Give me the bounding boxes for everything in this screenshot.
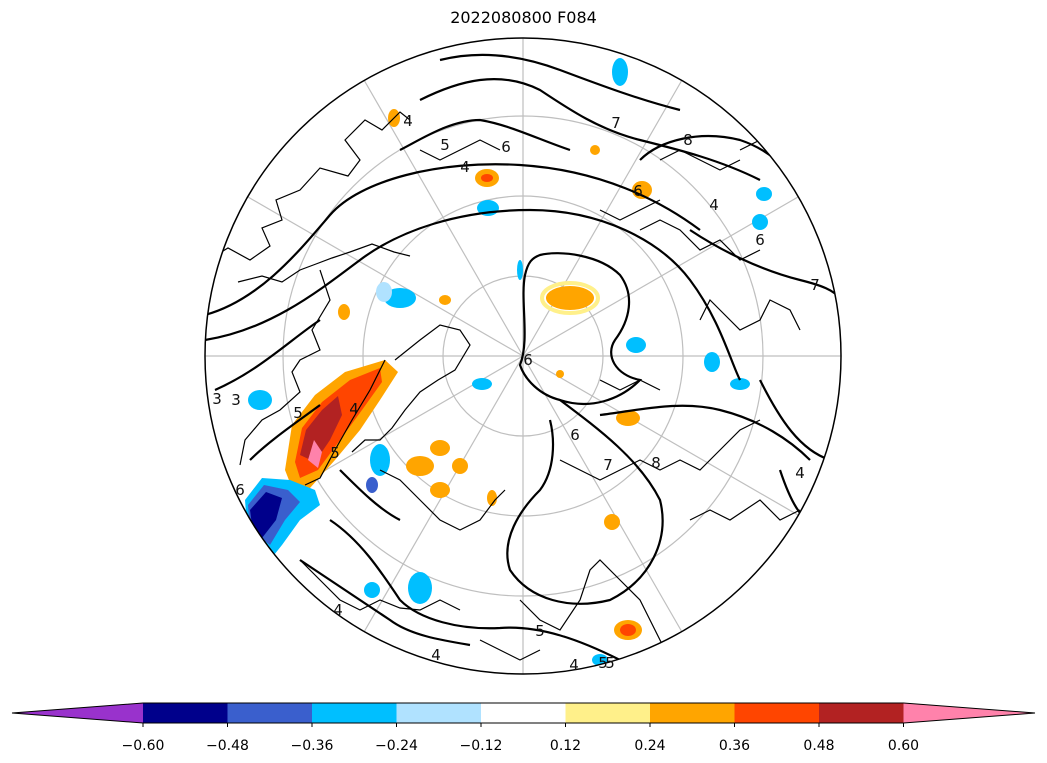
colorbar-tick-label: −0.12 xyxy=(460,738,503,754)
contour-label: 5 xyxy=(293,404,303,422)
colorbar-tick-label: 0.60 xyxy=(888,738,919,754)
contour-label: 5 xyxy=(598,654,608,672)
contour-label: 4 xyxy=(333,601,343,619)
contour-label: 6 xyxy=(235,481,245,499)
contours xyxy=(205,53,841,661)
colorbar-extend-min xyxy=(12,703,143,723)
colorbar-tick-label: 0.36 xyxy=(719,738,750,754)
contour-label: 4 xyxy=(349,400,359,418)
contour-label: 8 xyxy=(651,454,661,472)
colorbar-segment xyxy=(312,703,397,723)
contour-label: 8 xyxy=(683,131,693,149)
map-boundary xyxy=(204,37,842,675)
contour-label: 6 xyxy=(523,351,533,369)
map-title: 2022080800 F084 xyxy=(450,8,597,27)
contour-label: 3 xyxy=(212,390,222,408)
contour-label: 7 xyxy=(611,114,621,132)
contour-label: 5 xyxy=(440,136,450,154)
contour-label: 5 xyxy=(535,622,545,640)
contour-label: 4 xyxy=(569,656,579,674)
colorbar-tick-label: 0.12 xyxy=(550,738,581,754)
contour-label: 4 xyxy=(431,646,441,664)
contour-label: 6 xyxy=(570,426,580,444)
anomaly-fill xyxy=(245,58,772,666)
colorbar-tick-label: 0.24 xyxy=(634,738,665,754)
contour-label: 7 xyxy=(810,276,820,294)
contour-label: 4 xyxy=(403,112,413,130)
colorbar-segment xyxy=(227,703,313,723)
colorbar: −0.60 −0.48 −0.36 −0.24 −0.12 0.12 0.24 0.36 0.4… xyxy=(11,702,1036,754)
colorbar-extend-max xyxy=(903,703,1035,723)
contour-label: 4 xyxy=(460,158,470,176)
contour-label: 4 xyxy=(709,196,719,214)
colorbar-segment xyxy=(819,703,904,723)
contour-label: 7 xyxy=(603,456,613,474)
colorbar-segment xyxy=(396,703,482,723)
colorbar-tick-label: 0.48 xyxy=(803,738,834,754)
contour-label: 6 xyxy=(501,138,511,156)
contour-label: 4 xyxy=(795,464,805,482)
contour-label: 6 xyxy=(633,182,643,200)
colorbar-segment xyxy=(734,703,820,723)
contour-label: 3 xyxy=(231,391,241,409)
colorbar-tick-label: −0.24 xyxy=(375,738,418,754)
colorbar-tick-label: −0.48 xyxy=(206,738,249,754)
colorbar-tick-label: −0.60 xyxy=(122,738,165,754)
colorbar-segment xyxy=(143,703,228,723)
colorbar-segment xyxy=(481,703,566,723)
colorbar-tick-label: −0.36 xyxy=(291,738,334,754)
colorbar-segment xyxy=(650,703,735,723)
coastlines xyxy=(207,111,801,661)
contour-label: 5 xyxy=(330,444,340,462)
contour-label: 5 xyxy=(605,654,615,672)
contour-label: 6 xyxy=(755,231,765,249)
colorbar-segment xyxy=(565,703,651,723)
